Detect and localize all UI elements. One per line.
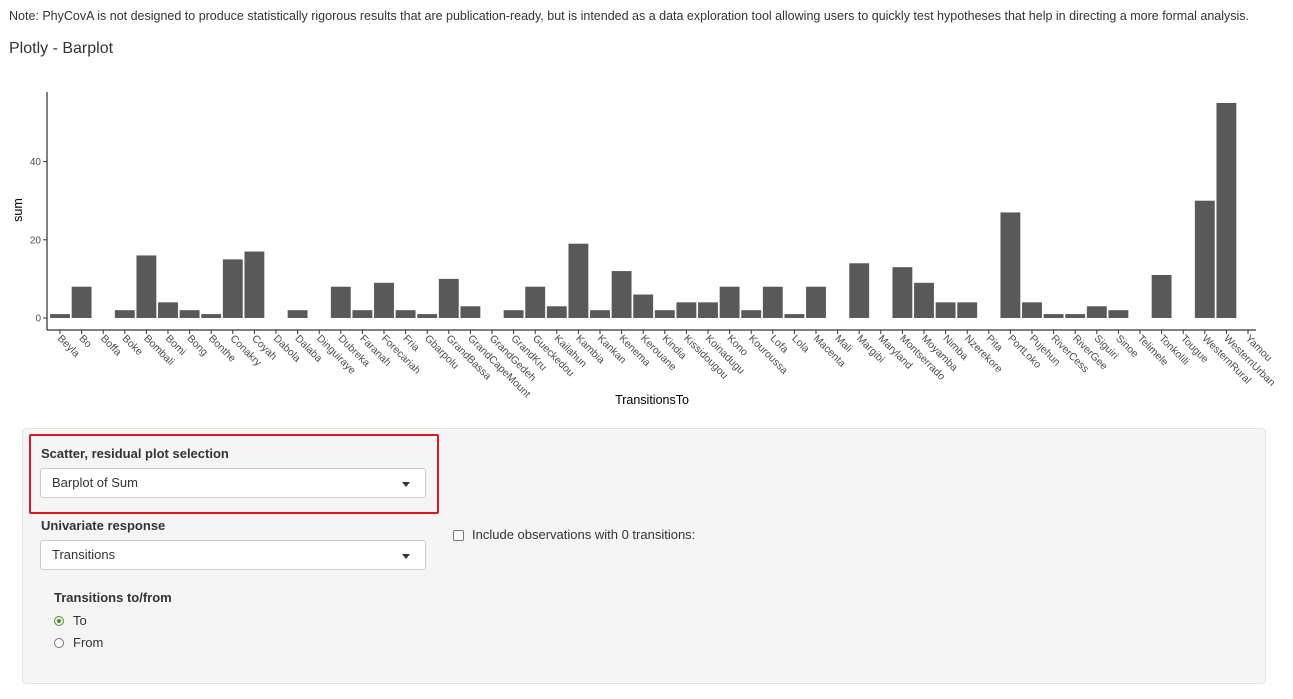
y-tick-label: 40 [30, 157, 42, 168]
bar [935, 302, 956, 318]
bar [330, 286, 351, 318]
bar [525, 286, 546, 318]
direction-option-to[interactable]: To [54, 613, 87, 628]
bar [698, 302, 718, 318]
disclaimer-note: Note: PhyCovA is not designed to produce… [9, 9, 1250, 23]
bar [50, 314, 70, 318]
bar [568, 243, 589, 318]
bar [417, 314, 438, 318]
bar [1000, 212, 1021, 318]
bar [158, 302, 178, 318]
bar [546, 306, 567, 318]
bar [136, 255, 157, 318]
bar [914, 282, 934, 318]
x-tick-label: Boffa [98, 333, 124, 359]
caret-down-icon [402, 482, 410, 487]
y-tick-label: 0 [35, 314, 41, 325]
bar [741, 310, 762, 318]
x-tick-label: Bong [184, 333, 210, 359]
bar [784, 314, 805, 318]
bar [719, 286, 740, 318]
y-tick-label: 20 [30, 235, 42, 246]
bar [1216, 102, 1237, 318]
bar [374, 282, 394, 318]
x-axis-title: TransitionsTo [615, 393, 689, 407]
bar [633, 294, 654, 318]
bar [179, 310, 200, 318]
y-axis-title: sum [11, 198, 25, 222]
bar [114, 310, 135, 318]
bar [71, 286, 92, 318]
bar [1065, 314, 1086, 318]
bar [590, 310, 610, 318]
x-tick-label: Lola [789, 333, 812, 356]
radio-to[interactable] [54, 615, 64, 626]
bar [1151, 274, 1172, 318]
plot-selection-highlight [29, 434, 439, 514]
bar [762, 286, 783, 318]
bar [892, 267, 913, 318]
include-zero-checkbox[interactable] [453, 530, 464, 541]
plot-selection-label: Scatter, residual plot selection [41, 446, 229, 461]
bar [611, 271, 632, 318]
radio-to-label: To [73, 613, 87, 628]
bar [1086, 306, 1107, 318]
bar [849, 263, 870, 318]
x-tick-label: Beyla [55, 333, 82, 360]
radio-from[interactable] [54, 637, 64, 648]
bar [1022, 302, 1042, 318]
bar [287, 310, 308, 318]
univariate-response-label: Univariate response [41, 518, 166, 533]
bar [806, 286, 826, 318]
include-zero-label: Include observations with 0 transitions: [472, 527, 696, 542]
direction-option-from[interactable]: From [54, 635, 103, 650]
plot-selection-dropdown[interactable]: Barplot of Sum [40, 468, 426, 498]
bar [460, 306, 481, 318]
caret-down-icon [402, 554, 410, 559]
bar [352, 310, 373, 318]
plot-title: Plotly - Barplot [9, 40, 114, 57]
bar [201, 314, 222, 318]
bar [395, 310, 416, 318]
univariate-response-value: Transitions [52, 547, 116, 562]
direction-label: Transitions to/from [54, 590, 172, 605]
radio-from-label: From [73, 635, 104, 650]
bar [1194, 200, 1215, 318]
bar [503, 310, 524, 318]
bar [654, 310, 675, 318]
bar [244, 251, 265, 318]
bar [222, 259, 243, 318]
plot-selection-value: Barplot of Sum [52, 475, 138, 490]
bar [1108, 310, 1129, 318]
include-zero-option[interactable]: Include observations with 0 transitions: [453, 527, 695, 542]
univariate-response-dropdown[interactable]: Transitions [40, 540, 426, 570]
bar [438, 278, 459, 318]
x-tick-label: Boke [120, 333, 146, 359]
bar [676, 302, 697, 318]
bar [1043, 314, 1064, 318]
bar [957, 302, 978, 318]
